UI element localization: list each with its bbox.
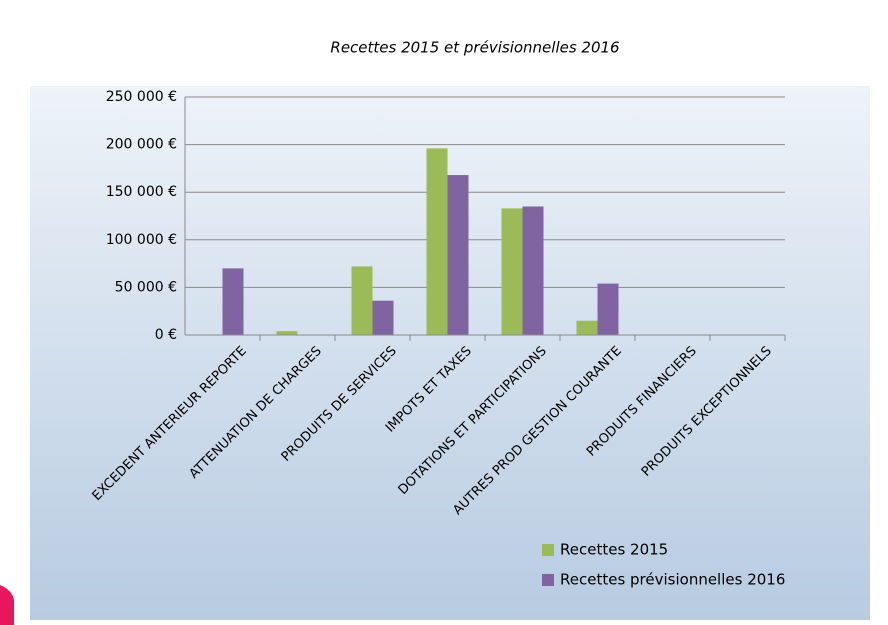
bar <box>276 331 298 335</box>
chart-title: Recettes 2015 et prévisionnelles 2016 <box>330 39 619 57</box>
y-tick-label: 100 000 € <box>106 232 177 248</box>
legend-swatch <box>542 544 554 556</box>
y-tick-label: 50 000 € <box>115 279 177 295</box>
bar <box>426 148 448 335</box>
bar <box>597 283 619 335</box>
bar <box>501 208 523 335</box>
decoration <box>0 585 14 625</box>
bar <box>372 300 394 335</box>
bar <box>522 206 544 335</box>
legend-label: Recettes 2015 <box>560 541 668 559</box>
bar <box>447 175 469 335</box>
bar <box>222 268 244 335</box>
y-tick-label: 0 € <box>155 327 177 343</box>
y-tick-label: 200 000 € <box>106 137 177 153</box>
y-tick-label: 150 000 € <box>106 184 177 200</box>
y-tick-label: 250 000 € <box>106 89 177 105</box>
bar <box>351 266 373 335</box>
plot-background <box>30 86 870 620</box>
legend-swatch <box>542 574 554 586</box>
legend-label: Recettes prévisionnelles 2016 <box>560 571 785 589</box>
bar <box>576 320 598 335</box>
